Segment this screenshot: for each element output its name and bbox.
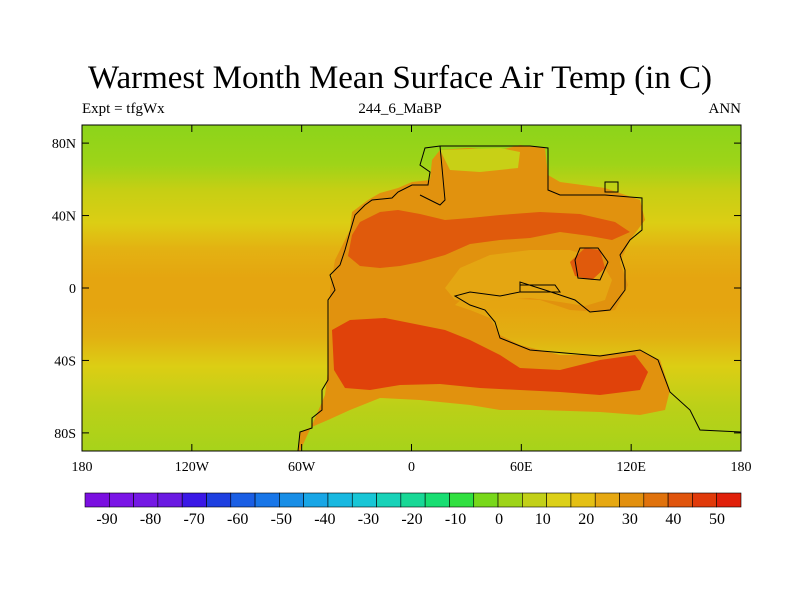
colorbar-swatch	[473, 492, 499, 508]
colorbar-swatch	[594, 492, 620, 508]
colorbar-swatch	[449, 492, 475, 508]
x-tick-label: 0	[408, 460, 415, 475]
x-tick-label: 180	[72, 460, 93, 475]
x-tick-label: 60E	[510, 460, 533, 475]
colorbar-swatch	[497, 492, 523, 508]
coastline	[297, 145, 742, 452]
colorbar-swatch	[716, 492, 742, 508]
east-hot-spot	[570, 248, 605, 280]
experiment-label: Expt = tfgWx	[82, 101, 165, 117]
season-label: ANN	[708, 101, 742, 117]
colorbar-swatch	[351, 492, 377, 508]
colorbar-label: -90	[96, 511, 117, 528]
x-axis: 180 120W 60W 0 60E 120E 180	[72, 125, 752, 475]
colorbar-swatch	[181, 492, 207, 508]
map-title: Warmest Month Mean Surface Air Temp (in …	[87, 60, 713, 96]
colorbar-swatch	[157, 492, 183, 508]
colorbar-swatch	[376, 492, 402, 508]
colorbar-swatch	[643, 492, 669, 508]
x-tick-label: 60W	[288, 460, 316, 475]
colorbar-label: 40	[665, 511, 681, 528]
colorbar-label: 20	[578, 511, 594, 528]
colorbar-label: 30	[622, 511, 638, 528]
colorbar-swatch	[619, 492, 645, 508]
y-tick-label: 0	[69, 282, 76, 297]
colorbar-label: -70	[183, 511, 204, 528]
colorbar-swatch	[327, 492, 353, 508]
colorbar-swatch	[400, 492, 426, 508]
y-axis: 80N 40N 0 40S 80S	[52, 137, 741, 442]
colorbar-label: 50	[709, 511, 725, 528]
colorbar-label: -20	[401, 511, 422, 528]
colorbar-swatch	[522, 492, 547, 508]
colorbar-swatch	[570, 492, 596, 508]
x-tick-label: 180	[731, 460, 752, 475]
colorbar-swatch	[108, 492, 134, 508]
colorbar-swatch	[133, 492, 159, 508]
colorbar-label: -30	[358, 511, 379, 528]
colorbar-label: -40	[314, 511, 335, 528]
colorbar-swatch	[692, 492, 718, 508]
colorbar-swatch	[206, 492, 232, 508]
colorbar-label: -10	[445, 511, 466, 528]
colorbar-swatch	[84, 492, 110, 508]
colorbar-swatch	[667, 492, 693, 508]
y-tick-label: 40N	[52, 210, 76, 225]
period-label: 244_6_MaBP	[358, 101, 442, 117]
colorbar: -90 -80 -70 -60 -50 -40 -30 -20 -10 0 10 20 30 40 50	[84, 492, 742, 528]
y-tick-label: 80S	[54, 427, 76, 442]
colorbar-label: 0	[495, 511, 503, 528]
colorbar-label: -60	[227, 511, 248, 528]
colorbar-swatch	[546, 492, 572, 508]
colorbar-swatch	[424, 492, 450, 508]
y-tick-label: 40S	[54, 354, 76, 369]
north-hot-region	[348, 210, 630, 268]
x-tick-label: 120E	[616, 460, 646, 475]
arctic-cool-spot	[440, 148, 520, 172]
colorbar-label: -50	[271, 511, 292, 528]
temperature-field	[82, 125, 741, 451]
colorbar-label: -80	[140, 511, 161, 528]
x-tick-label: 120W	[175, 460, 210, 475]
colorbar-swatch	[254, 492, 280, 508]
tethys-region	[445, 250, 612, 306]
south-hot-region	[332, 318, 648, 395]
colorbar-label: 10	[535, 511, 551, 528]
y-tick-label: 80N	[52, 137, 76, 152]
colorbar-swatch	[303, 492, 329, 508]
colorbar-swatch	[230, 492, 256, 508]
colorbar-swatch	[279, 492, 304, 508]
